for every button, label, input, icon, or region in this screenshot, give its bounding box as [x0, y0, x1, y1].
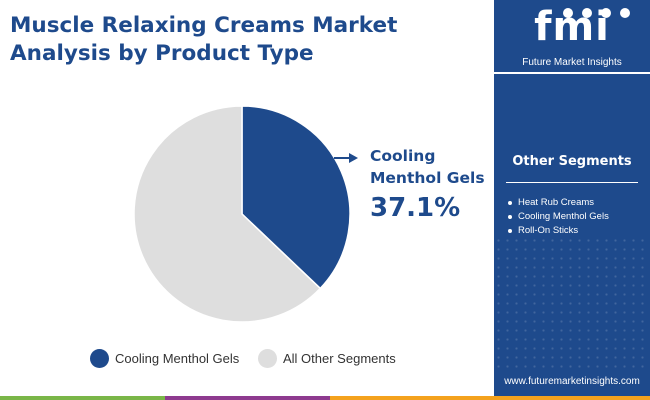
- decorative-pattern: [494, 236, 650, 370]
- legend-swatch-cooling: [90, 348, 109, 368]
- sidebar: fmi Future Market Insights Other Segment…: [494, 0, 650, 400]
- bottom-color-bar: [0, 396, 650, 400]
- legend-label: Cooling Menthol Gels: [115, 350, 240, 366]
- other-segments-heading: Other Segments: [512, 154, 632, 169]
- logo-dot-icon: [582, 8, 592, 18]
- logo-panel: fmi Future Market Insights: [494, 0, 650, 74]
- website-link[interactable]: www.futuremarketinsights.com: [504, 376, 640, 387]
- logo: fmi: [534, 4, 610, 50]
- list-item: Heat Rub Creams: [506, 196, 609, 210]
- callout-arrow-head-icon: [349, 153, 358, 163]
- pie-slice-cooling-menthol-gels: [241, 105, 351, 290]
- callout-value: 37.1%: [370, 193, 461, 223]
- bottom-bar-segment: [165, 396, 330, 400]
- logo-dot-icon: [601, 8, 611, 18]
- callout-label: Cooling Menthol Gels: [370, 147, 485, 187]
- other-segments-list: Heat Rub Creams Cooling Menthol Gels Rol…: [506, 196, 609, 238]
- logo-tagline: Future Market Insights: [522, 57, 622, 68]
- pie-chart: [133, 105, 358, 323]
- logo-dot-icon: [620, 8, 630, 18]
- legend-item-cooling-menthol-gels: Cooling Menthol Gels: [90, 347, 239, 369]
- list-item: Roll-On Sticks: [506, 224, 609, 238]
- page-title: Muscle Relaxing Creams Market Analysis b…: [10, 13, 398, 66]
- bottom-bar-segment: [0, 396, 165, 400]
- legend-item-all-other-segments: All Other Segments: [258, 347, 396, 369]
- legend-label: All Other Segments: [283, 350, 396, 366]
- pie-slice-all-other-segments: [133, 105, 322, 323]
- list-item: Cooling Menthol Gels: [506, 210, 609, 224]
- logo-icons: [563, 8, 630, 18]
- logo-dot-icon: [563, 8, 573, 18]
- bottom-bar-segment: [330, 396, 650, 400]
- legend-swatch-other: [258, 348, 277, 368]
- heading-divider: [506, 182, 638, 183]
